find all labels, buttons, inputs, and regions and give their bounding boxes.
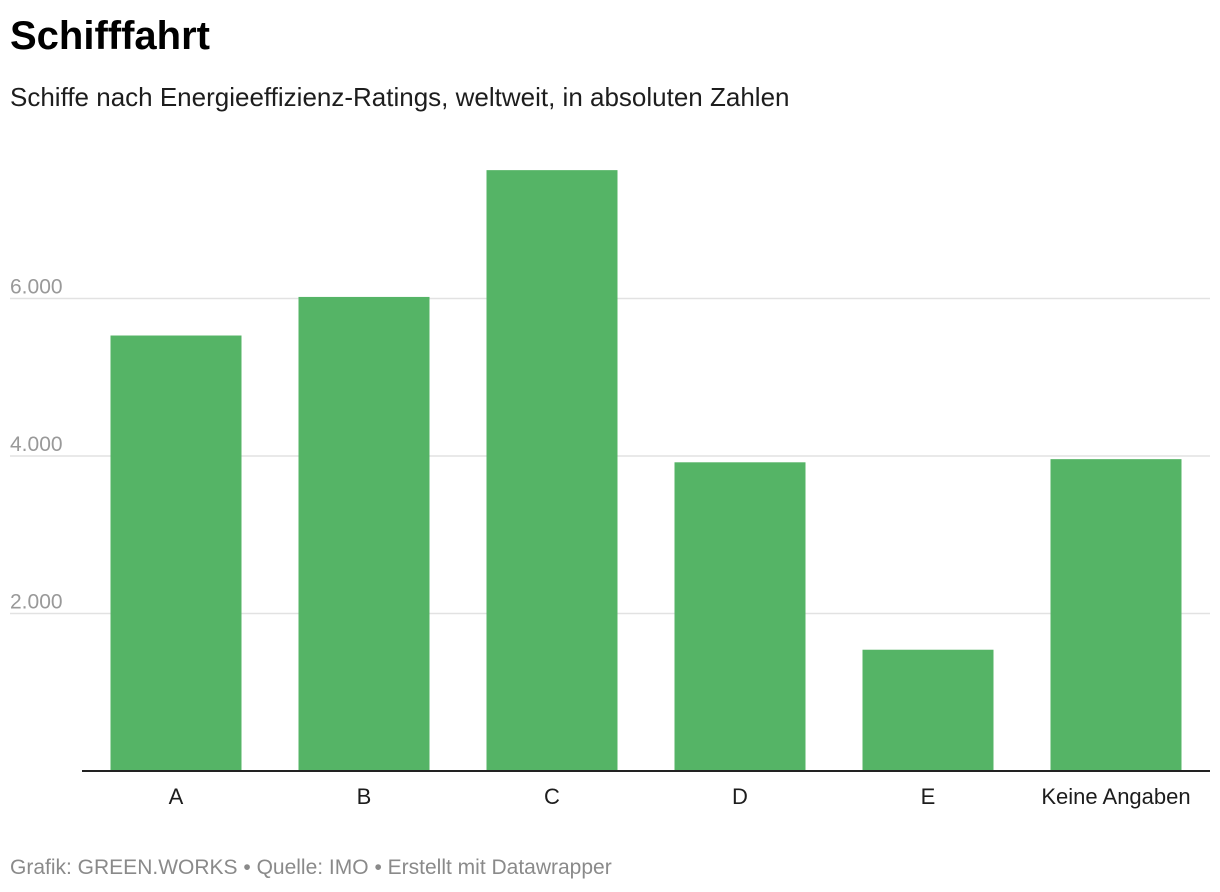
- bar-d: [674, 462, 806, 771]
- footer-tool: Erstellt mit Datawrapper: [387, 856, 612, 879]
- footer-separator-2: •: [368, 856, 388, 879]
- x-category-label: D: [732, 784, 748, 809]
- chart-title: Schifffahrt: [10, 14, 210, 58]
- x-category-label: Keine Angaben: [1041, 784, 1190, 809]
- footer-source: Quelle: IMO: [256, 856, 369, 879]
- x-category-label: B: [357, 784, 372, 809]
- chart-subtitle: Schiffe nach Energieeffizienz-Ratings, w…: [10, 82, 790, 112]
- x-category-label: A: [169, 784, 184, 809]
- bar-c: [486, 170, 618, 771]
- bar-e: [862, 649, 994, 771]
- x-category-label: C: [544, 784, 560, 809]
- y-tick-label-6000: 6.000: [10, 276, 63, 299]
- bar-a: [110, 335, 242, 771]
- bar-keine-angaben: [1050, 459, 1182, 771]
- chart-footer: Grafik: GREEN.WORKS • Quelle: IMO • Erst…: [10, 854, 612, 882]
- y-tick-label-2000: 2.000: [10, 591, 63, 614]
- x-category-label: E: [921, 784, 936, 809]
- y-tick-label-4000: 4.000: [10, 433, 63, 456]
- footer-credit: Grafik: GREEN.WORKS: [10, 856, 238, 879]
- footer-separator-1: •: [237, 856, 257, 879]
- bar-b: [298, 296, 430, 771]
